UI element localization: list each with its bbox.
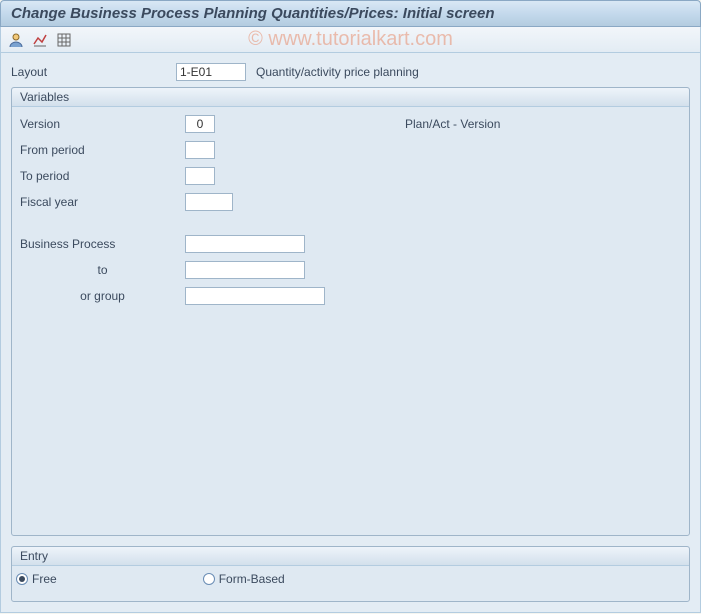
user-icon[interactable] bbox=[7, 31, 25, 49]
business-process-label: Business Process bbox=[20, 237, 185, 251]
variables-group: Variables Version Plan/Act - Version Fro… bbox=[11, 87, 690, 536]
to-input[interactable] bbox=[185, 261, 305, 279]
radio-free-indicator bbox=[16, 573, 28, 585]
business-process-input[interactable] bbox=[185, 235, 305, 253]
from-period-input[interactable] bbox=[185, 141, 215, 159]
entry-header: Entry bbox=[12, 547, 689, 566]
layout-label: Layout bbox=[11, 65, 176, 79]
chart-icon[interactable] bbox=[31, 31, 49, 49]
to-period-label: To period bbox=[20, 169, 185, 183]
layout-desc: Quantity/activity price planning bbox=[256, 65, 419, 79]
from-period-label: From period bbox=[20, 143, 185, 157]
to-period-input[interactable] bbox=[185, 167, 215, 185]
radio-form-based-label: Form-Based bbox=[219, 572, 285, 586]
radio-free-label: Free bbox=[32, 572, 57, 586]
fiscal-year-input[interactable] bbox=[185, 193, 233, 211]
radio-free[interactable]: Free bbox=[16, 572, 57, 586]
or-group-label: or group bbox=[20, 289, 185, 303]
entry-group: Entry Free Form-Based bbox=[11, 546, 690, 602]
or-group-input[interactable] bbox=[185, 287, 325, 305]
fiscal-year-label: Fiscal year bbox=[20, 195, 185, 209]
variables-header: Variables bbox=[12, 88, 689, 107]
version-label: Version bbox=[20, 117, 185, 131]
radio-form-based[interactable]: Form-Based bbox=[203, 572, 285, 586]
layout-input[interactable] bbox=[176, 63, 246, 81]
content-area: Layout Quantity/activity price planning … bbox=[0, 53, 701, 613]
toolbar bbox=[0, 27, 701, 53]
radio-form-based-indicator bbox=[203, 573, 215, 585]
version-desc: Plan/Act - Version bbox=[405, 117, 500, 131]
to-label: to bbox=[20, 263, 185, 277]
version-input[interactable] bbox=[185, 115, 215, 133]
window-title-bar: Change Business Process Planning Quantit… bbox=[0, 0, 701, 27]
layout-row: Layout Quantity/activity price planning bbox=[11, 61, 690, 83]
grid-icon[interactable] bbox=[55, 31, 73, 49]
window-title: Change Business Process Planning Quantit… bbox=[11, 5, 495, 22]
